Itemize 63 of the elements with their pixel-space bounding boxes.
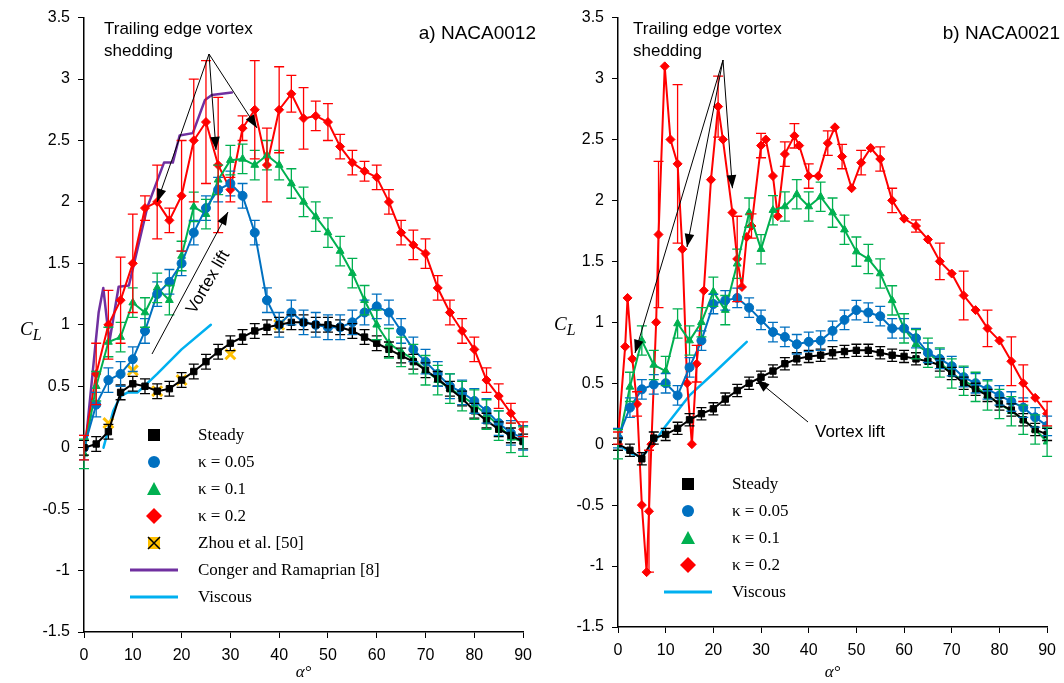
y-tick-label: -1	[55, 560, 71, 578]
x-tick-label: 10	[656, 641, 675, 659]
x-tick-label: 10	[123, 646, 142, 664]
x-tick-label: 90	[514, 646, 533, 664]
y-tick-label: 0.5	[47, 376, 71, 394]
x-tick-label: 70	[942, 641, 961, 659]
y-tick-label: 2.5	[47, 130, 71, 148]
x-tick-label: 40	[270, 646, 289, 664]
x-tick-label: 60	[367, 646, 386, 664]
legend-label: κ = 0.05	[198, 451, 255, 472]
x-tick-label: 20	[172, 646, 191, 664]
y-tick-label: 3.5	[47, 8, 71, 26]
y-tick-label: 3.5	[581, 8, 605, 26]
y-tick-label: 2	[61, 192, 71, 210]
legend-label: κ = 0.2	[732, 554, 780, 575]
y-tick-label: -0.5	[42, 499, 71, 517]
legend-label: Zhou et al. [50]	[198, 532, 304, 553]
y-tick-label: 0.5	[581, 373, 605, 391]
legend-label: Viscous	[198, 586, 252, 607]
legend-label: κ = 0.1	[198, 478, 246, 499]
x-tick-label: 30	[752, 641, 771, 659]
annotation: Trailing edge vortex shedding	[633, 18, 783, 62]
x-tick-label: 20	[704, 641, 723, 659]
annotation: Vortex lift	[815, 421, 886, 443]
x-tick-label: 40	[799, 641, 818, 659]
x-tick-label: 80	[990, 641, 1009, 659]
y-tick-label: -0.5	[576, 495, 605, 513]
legend-label: κ = 0.05	[732, 500, 789, 521]
y-tick-label: 1.5	[581, 251, 605, 269]
chart-title: a) NACA0012	[418, 21, 536, 44]
legend-label: Steady	[198, 424, 245, 445]
x-tick-label: 80	[465, 646, 484, 664]
y-tick-label: 1	[61, 315, 71, 333]
x-axis-title: α°	[824, 662, 841, 682]
chart-title: b) NACA0021	[942, 21, 1060, 44]
legend-label: Viscous	[732, 581, 786, 602]
x-tick-label: 30	[221, 646, 240, 664]
x-axis-title: α°	[295, 662, 312, 682]
annotation: Trailing edge vortex shedding	[104, 18, 254, 62]
y-tick-label: 0	[61, 438, 71, 456]
x-tick-label: 0	[79, 646, 89, 664]
legend-label: κ = 0.2	[198, 505, 246, 526]
y-tick-label: -1.5	[42, 622, 71, 640]
x-tick-label: 70	[416, 646, 435, 664]
y-tick-label: -1.5	[576, 617, 605, 635]
x-tick-label: 60	[895, 641, 914, 659]
y-tick-label: 2	[595, 190, 605, 208]
legend-label: Conger and Ramaprian [8]	[198, 559, 380, 580]
y-tick-label: 1	[595, 312, 605, 330]
y-tick-label: -1	[589, 556, 605, 574]
x-tick-label: 50	[319, 646, 337, 664]
y-axis-title: C$_{L}$	[554, 313, 576, 339]
x-tick-label: 0	[613, 641, 623, 659]
x-tick-label: 90	[1038, 641, 1057, 659]
legend-label: Steady	[732, 473, 779, 494]
y-tick-label: 3	[595, 68, 605, 86]
y-tick-label: 3	[61, 69, 71, 87]
y-tick-label: 2.5	[581, 129, 605, 147]
y-tick-label: 1.5	[47, 253, 71, 271]
x-tick-label: 50	[847, 641, 866, 659]
y-axis-title: C$_{L}$	[20, 318, 42, 344]
legend-label: κ = 0.1	[732, 527, 780, 548]
y-tick-label: 0	[595, 434, 605, 452]
